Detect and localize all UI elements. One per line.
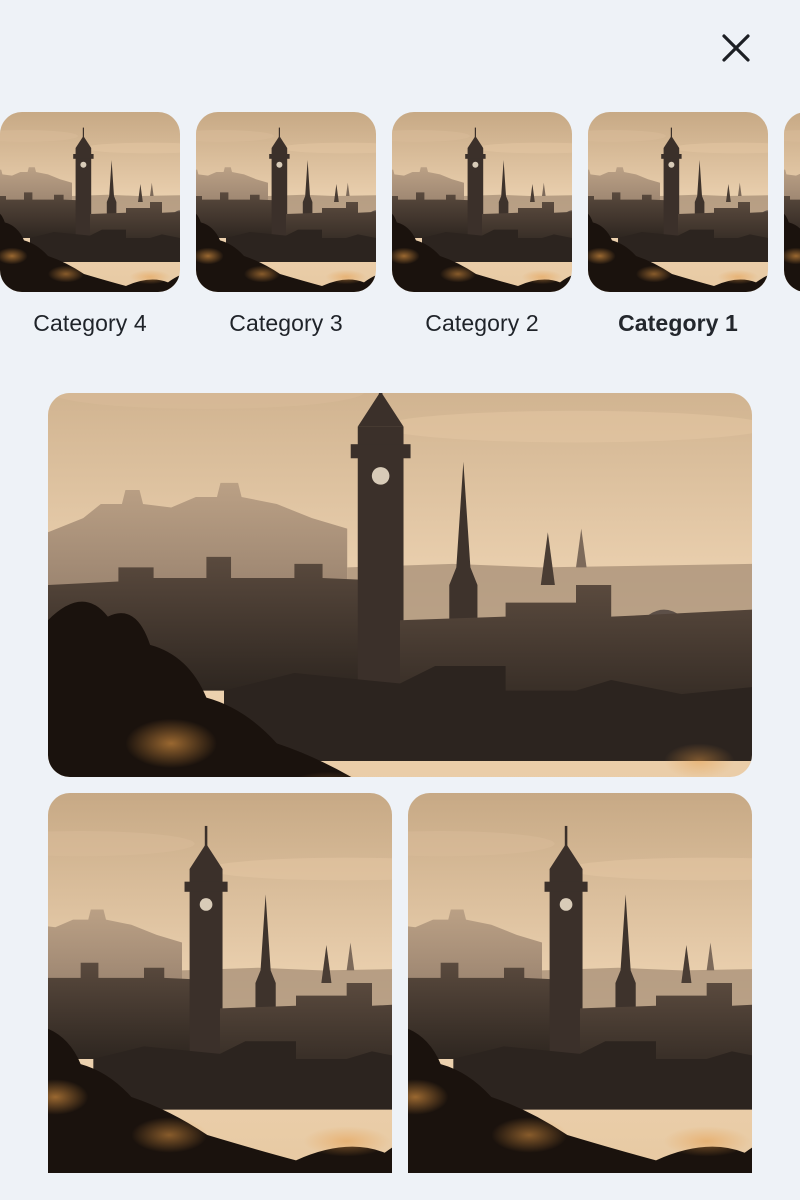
category-item[interactable]: Category 4 [0, 112, 180, 337]
photo-image [48, 793, 392, 1173]
category-item[interactable]: Category 3 [196, 112, 376, 337]
category-label: Category 4 [33, 310, 147, 336]
photo-image [48, 393, 752, 777]
category-carousel[interactable]: Category 4 Category 3 Category 2 Categor… [0, 112, 800, 352]
photo-image [408, 793, 752, 1173]
hero-photo[interactable] [48, 393, 752, 777]
close-icon [722, 34, 750, 62]
photo-tile[interactable] [408, 793, 752, 1173]
category-label: Category 1 [618, 310, 738, 336]
category-thumbnail [392, 112, 572, 292]
close-button[interactable] [712, 24, 760, 72]
category-item[interactable]: Category 2 [392, 112, 572, 337]
category-thumbnail [0, 112, 180, 292]
category-label: Category 3 [229, 310, 343, 336]
category-thumbnail [784, 112, 800, 292]
category-label: Category 2 [425, 310, 539, 336]
category-item-active[interactable]: Category 1 [588, 112, 768, 337]
category-thumbnail [196, 112, 376, 292]
category-thumbnail [588, 112, 768, 292]
photo-tile[interactable] [48, 793, 392, 1173]
category-item-partial[interactable] [784, 112, 800, 292]
